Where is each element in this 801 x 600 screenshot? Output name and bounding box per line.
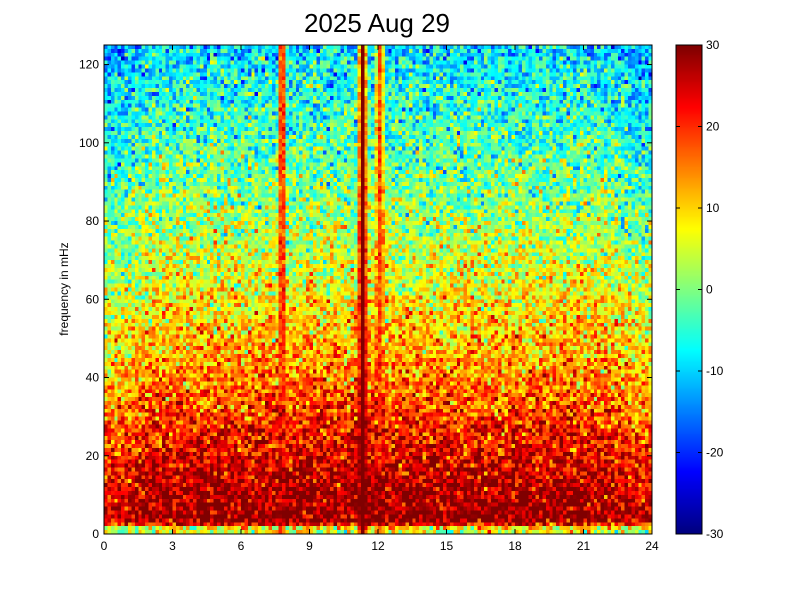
plot-area: 0 3 6 9 12 15 18 21 24 0 20 40 60 80 100 120: [79, 44, 659, 553]
colorbar-tick-label: 0: [706, 283, 713, 297]
x-tick-label: 12: [371, 539, 385, 553]
colorbar: -30 -20 -10 0 10 20 30: [675, 38, 724, 541]
y-tick-label: 80: [86, 214, 100, 228]
y-tick-label: 20: [86, 449, 100, 463]
y-axis-label: frequency in mHz: [57, 242, 71, 335]
chart-title: 2025 Aug 29: [304, 8, 450, 38]
x-tick-label: 15: [440, 539, 454, 553]
y-tick-label: 0: [92, 527, 99, 541]
colorbar-tick-label: 30: [706, 38, 720, 52]
y-axis: 0 20 40 60 80 100 120: [79, 58, 652, 541]
colorbar-tick-label: -20: [706, 446, 724, 460]
x-tick-label: 24: [645, 539, 659, 553]
x-tick-label: 18: [508, 539, 522, 553]
x-tick-label: 6: [238, 539, 245, 553]
x-tick-label: 9: [306, 539, 313, 553]
colorbar-tick-label: 10: [706, 201, 720, 215]
colorbar-tick-label: 20: [706, 120, 720, 134]
spectrogram-heatmap: [104, 45, 652, 534]
y-tick-label: 60: [86, 292, 100, 306]
y-tick-label: 40: [86, 371, 100, 385]
x-tick-label: 3: [169, 539, 176, 553]
y-tick-label: 120: [79, 58, 99, 72]
y-tick-label: 100: [79, 136, 99, 150]
colorbar-gradient: [676, 45, 702, 534]
colorbar-tick-label: -30: [706, 527, 724, 541]
x-tick-label: 0: [101, 539, 108, 553]
x-axis: 0 3 6 9 12 15 18 21 24: [101, 45, 659, 553]
colorbar-tick-label: -10: [706, 364, 724, 378]
colorbar-axis: -30 -20 -10 0 10 20 30: [676, 38, 724, 541]
x-tick-label: 21: [577, 539, 591, 553]
